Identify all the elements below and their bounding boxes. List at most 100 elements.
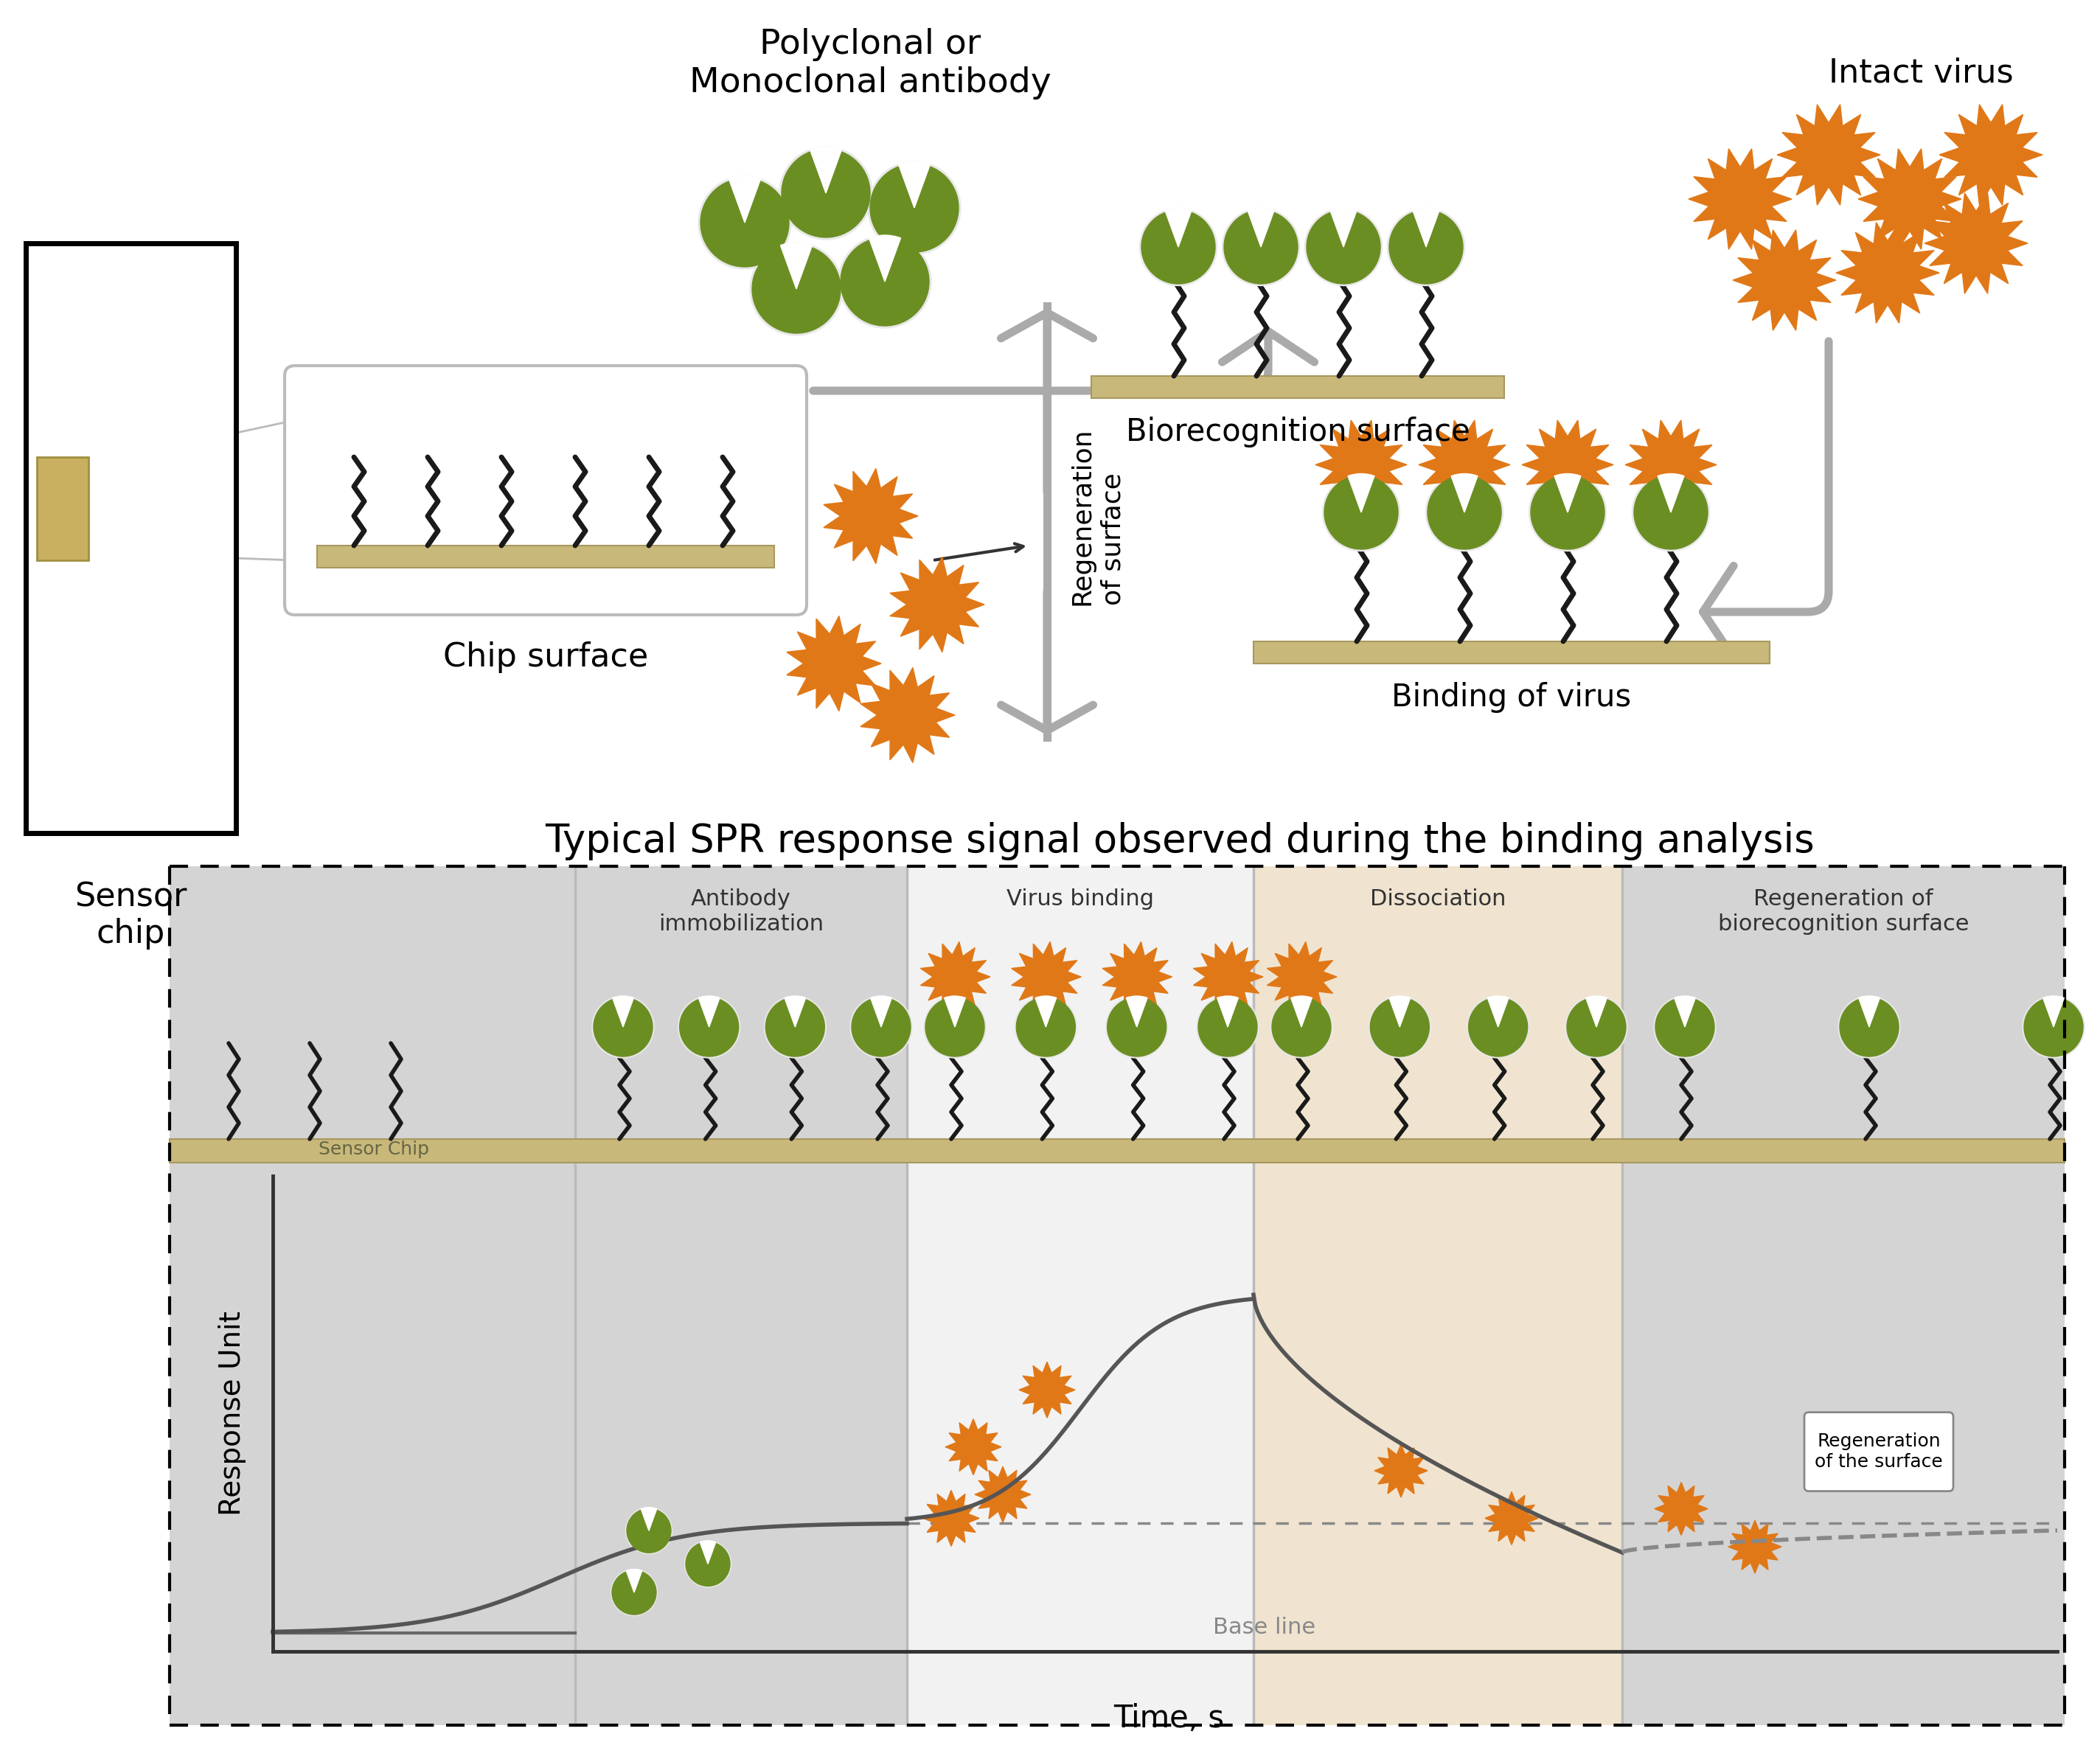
Circle shape: [687, 1542, 731, 1585]
Polygon shape: [1373, 1444, 1428, 1498]
Wedge shape: [899, 161, 930, 208]
Wedge shape: [1586, 996, 1607, 1028]
Text: Biorecognition surface: Biorecognition surface: [1126, 416, 1470, 447]
Circle shape: [1323, 474, 1401, 551]
Polygon shape: [974, 1467, 1031, 1523]
Bar: [25, 243, 235, 834]
Circle shape: [2024, 998, 2083, 1056]
Polygon shape: [788, 615, 882, 711]
Polygon shape: [1859, 149, 1961, 250]
Circle shape: [678, 996, 739, 1058]
Wedge shape: [1166, 208, 1191, 246]
Bar: [170, 867, 575, 1725]
Wedge shape: [1218, 996, 1239, 1028]
Polygon shape: [1420, 420, 1510, 509]
Wedge shape: [811, 147, 842, 194]
Polygon shape: [1193, 942, 1262, 1012]
Text: Sensor
chip: Sensor chip: [76, 881, 187, 949]
Circle shape: [1107, 996, 1168, 1058]
Polygon shape: [924, 1491, 979, 1547]
Circle shape: [924, 996, 985, 1058]
Circle shape: [1567, 998, 1625, 1056]
Polygon shape: [1924, 192, 2029, 294]
Circle shape: [592, 996, 653, 1058]
Wedge shape: [1487, 996, 1508, 1028]
Polygon shape: [1485, 1491, 1537, 1545]
Wedge shape: [785, 996, 806, 1028]
Circle shape: [851, 996, 911, 1058]
Circle shape: [1325, 475, 1399, 549]
Wedge shape: [872, 996, 892, 1028]
Circle shape: [1014, 996, 1077, 1058]
Circle shape: [1655, 996, 1716, 1058]
Circle shape: [869, 164, 958, 252]
Polygon shape: [861, 668, 956, 762]
Bar: [170, 1140, 2064, 1162]
Circle shape: [1426, 474, 1504, 551]
Circle shape: [1222, 208, 1300, 285]
Circle shape: [1468, 996, 1529, 1058]
Wedge shape: [1674, 996, 1695, 1028]
Circle shape: [1564, 996, 1628, 1058]
Wedge shape: [613, 996, 634, 1028]
Polygon shape: [1625, 420, 1716, 509]
Polygon shape: [1102, 942, 1172, 1012]
Wedge shape: [1292, 996, 1312, 1028]
Bar: [575, 867, 907, 1725]
Wedge shape: [2043, 996, 2064, 1028]
Wedge shape: [1126, 996, 1147, 1028]
Circle shape: [680, 998, 739, 1056]
Text: Regeneration
of the surface: Regeneration of the surface: [1814, 1433, 1943, 1470]
Circle shape: [1369, 996, 1430, 1058]
Polygon shape: [920, 942, 991, 1012]
Polygon shape: [1018, 1362, 1075, 1418]
Bar: [1254, 867, 1621, 1725]
Text: Regeneration
of surface: Regeneration of surface: [1069, 427, 1126, 605]
Bar: [907, 867, 1254, 1725]
Circle shape: [1016, 998, 1075, 1056]
Text: Antibody
immobilization: Antibody immobilization: [659, 888, 823, 935]
Polygon shape: [1938, 105, 2043, 205]
Circle shape: [781, 149, 869, 238]
Circle shape: [594, 998, 653, 1056]
Circle shape: [1838, 996, 1901, 1058]
Wedge shape: [699, 1540, 716, 1564]
Circle shape: [838, 236, 930, 329]
Text: Dissociation: Dissociation: [1369, 888, 1506, 909]
Wedge shape: [640, 1507, 657, 1531]
Polygon shape: [1315, 420, 1407, 509]
Circle shape: [701, 178, 790, 267]
Text: Time, s: Time, s: [1113, 1703, 1224, 1734]
Text: Intact virus: Intact virus: [1829, 58, 2014, 89]
Circle shape: [853, 998, 911, 1056]
Bar: [1254, 642, 1770, 664]
Circle shape: [1529, 474, 1607, 551]
FancyBboxPatch shape: [286, 365, 806, 615]
Wedge shape: [626, 1570, 643, 1592]
Wedge shape: [1348, 474, 1373, 512]
Wedge shape: [945, 996, 966, 1028]
Circle shape: [1632, 474, 1709, 551]
Circle shape: [1224, 210, 1298, 283]
Polygon shape: [1266, 942, 1338, 1012]
Wedge shape: [1657, 474, 1684, 512]
Circle shape: [1142, 210, 1216, 283]
Circle shape: [1468, 998, 1527, 1056]
Polygon shape: [1728, 1521, 1781, 1573]
Wedge shape: [1390, 996, 1411, 1028]
Bar: [38, 456, 88, 561]
Wedge shape: [781, 243, 813, 288]
Text: Polyclonal or
Monoclonal antibody: Polyclonal or Monoclonal antibody: [689, 28, 1050, 100]
Wedge shape: [1859, 996, 1880, 1028]
Bar: [1621, 867, 2064, 1725]
Circle shape: [685, 1540, 731, 1587]
Polygon shape: [1835, 222, 1938, 323]
Text: Virus binding: Virus binding: [1006, 888, 1155, 909]
FancyBboxPatch shape: [1804, 1412, 1953, 1491]
Polygon shape: [890, 558, 985, 652]
Circle shape: [1531, 475, 1604, 549]
Circle shape: [779, 147, 872, 239]
Circle shape: [611, 1570, 657, 1615]
Circle shape: [699, 177, 792, 269]
Circle shape: [1371, 998, 1430, 1056]
